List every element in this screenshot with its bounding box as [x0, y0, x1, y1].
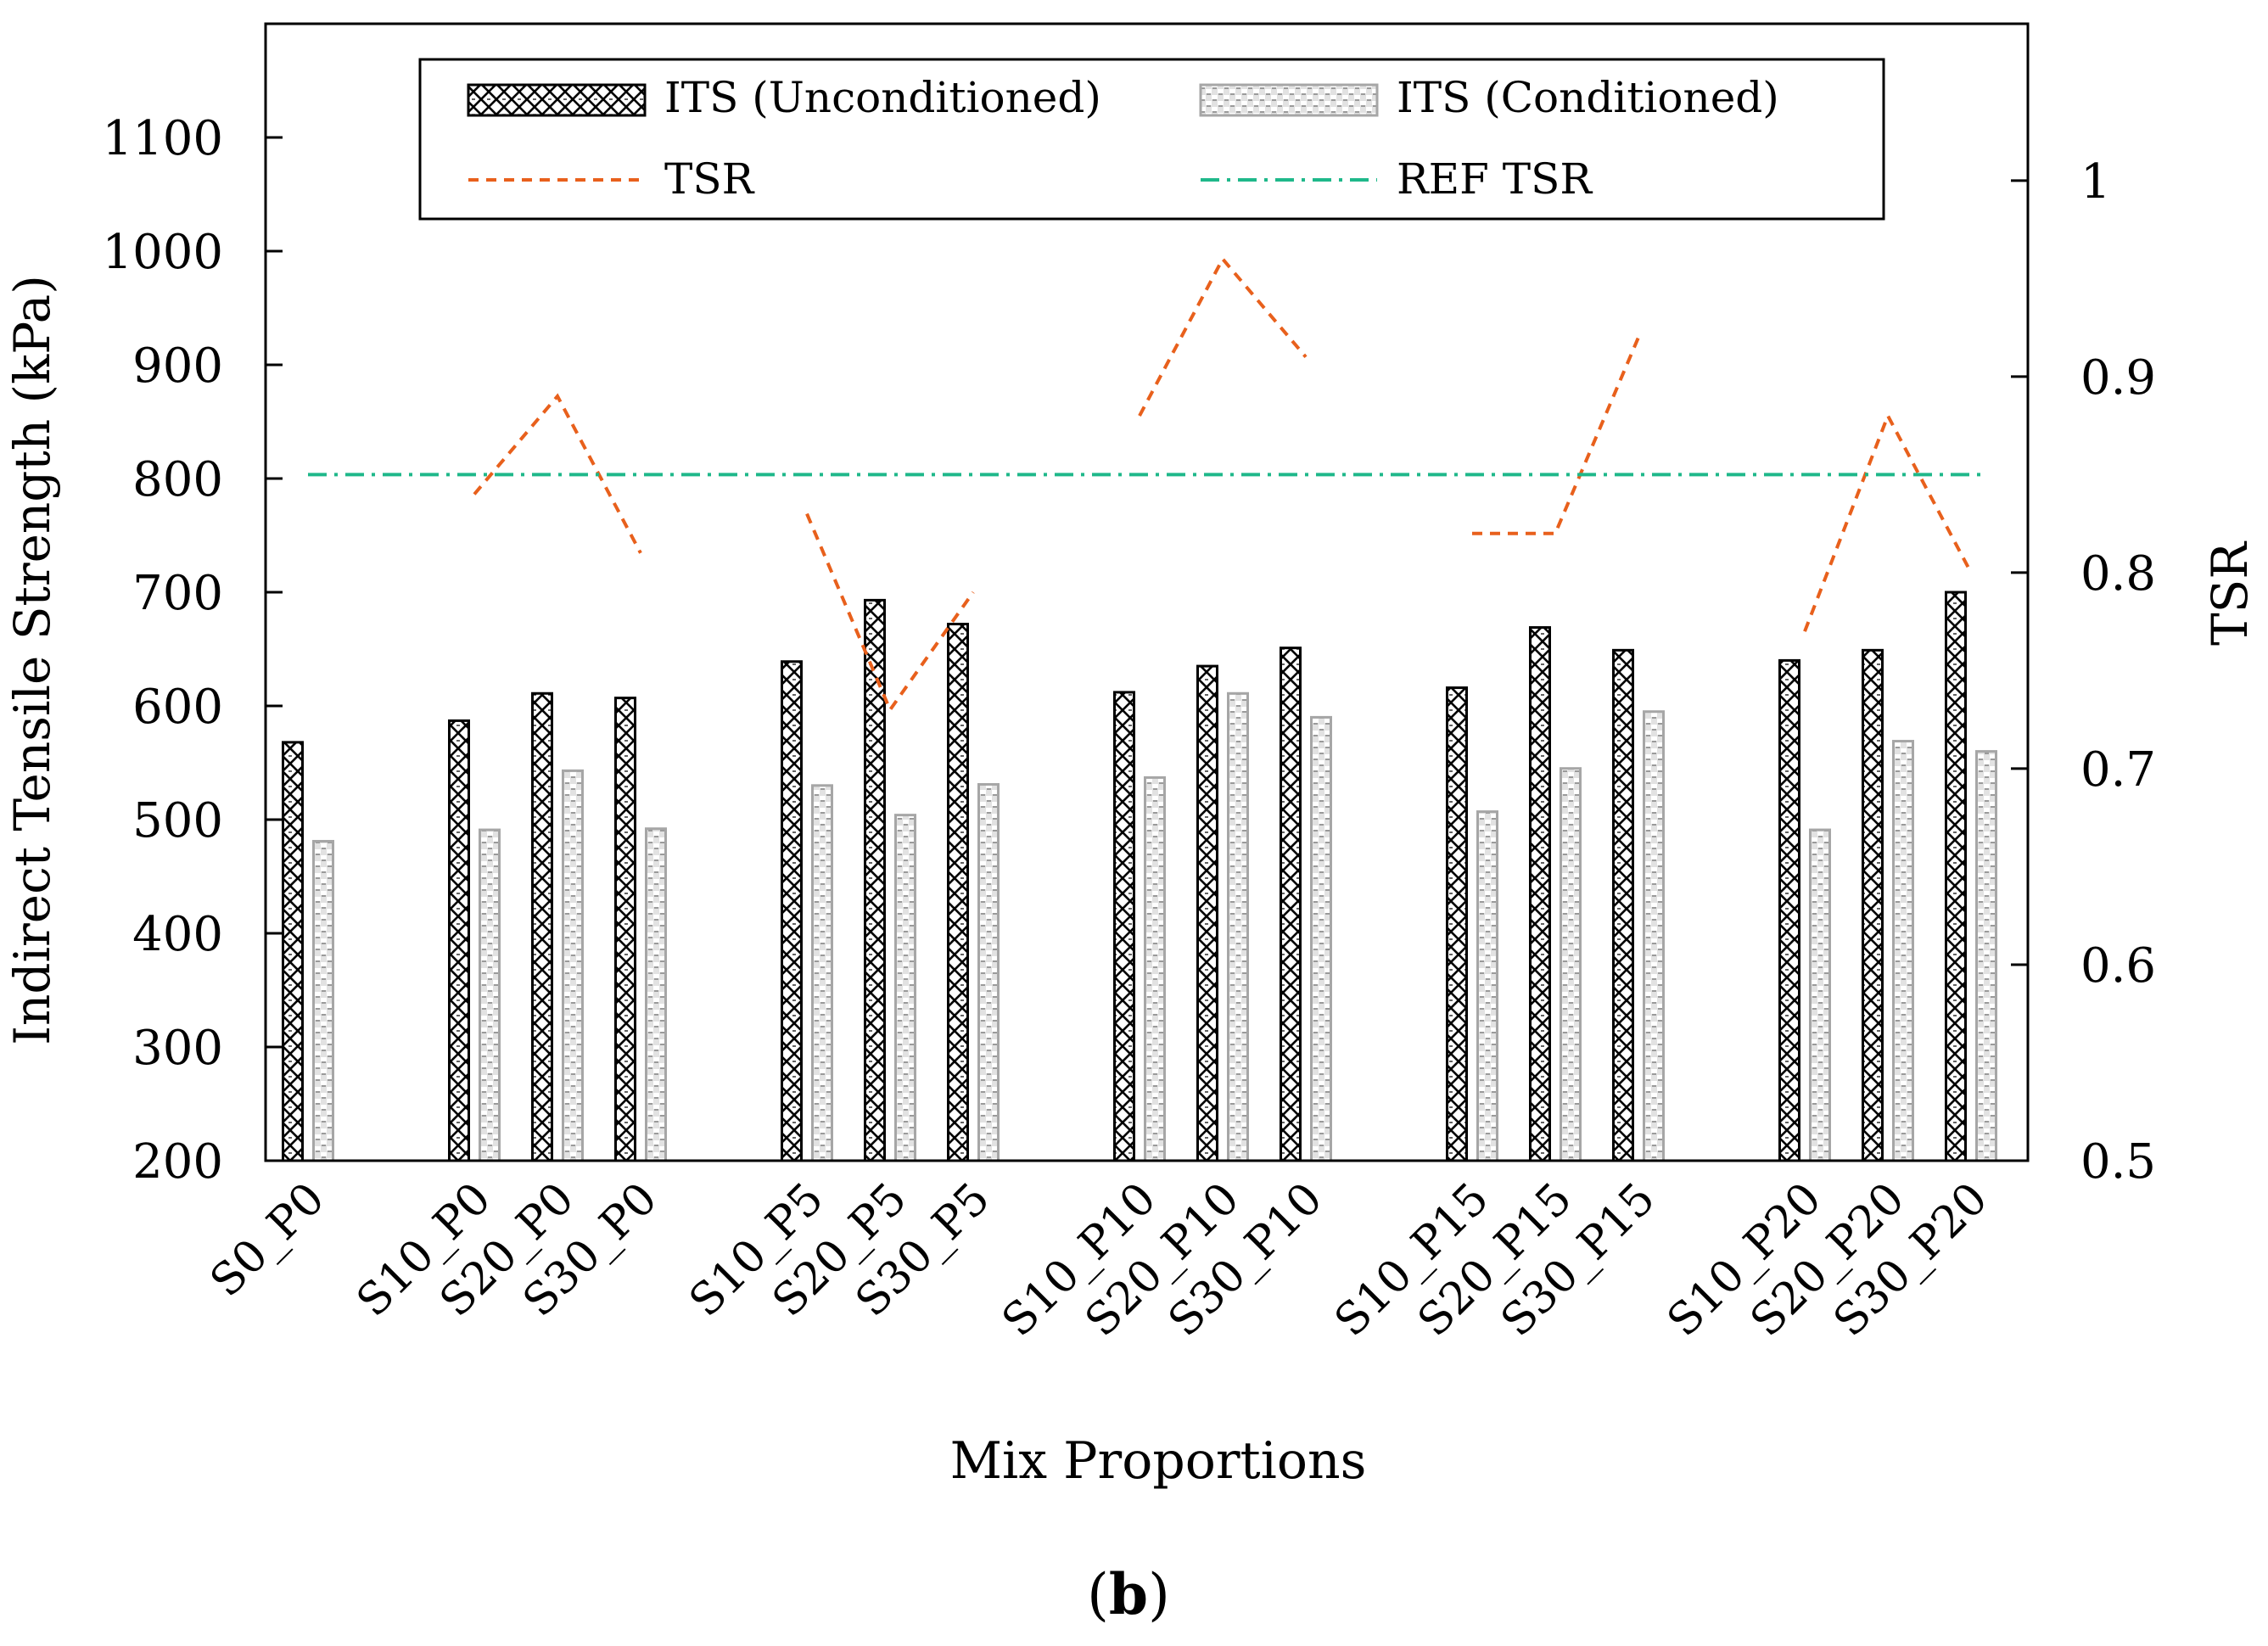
- legend-label-conditioned: ITS (Conditioned): [1397, 73, 1779, 122]
- y-tick-label: 300: [132, 1021, 223, 1076]
- bar-unconditioned: [1863, 650, 1883, 1161]
- tsr-line: [1140, 259, 1306, 416]
- legend-label-tsr: TSR: [664, 154, 755, 204]
- y-tick-label: 900: [132, 339, 223, 394]
- y2-tick-label: 0.5: [2080, 1134, 2156, 1190]
- bar-conditioned: [480, 830, 500, 1161]
- bar-unconditioned: [949, 624, 968, 1161]
- y2-tick-label: 0.9: [2080, 350, 2156, 406]
- x-tick-label: S0_P0: [201, 1173, 335, 1307]
- y2-tick-label: 0.8: [2080, 546, 2156, 602]
- y-tick-label: 400: [132, 907, 223, 962]
- bar-conditioned: [314, 841, 333, 1161]
- tsr-line: [1472, 338, 1638, 534]
- bar-conditioned: [1312, 717, 1331, 1161]
- bar-conditioned: [1478, 812, 1498, 1161]
- y2-tick-label: 0.6: [2080, 938, 2156, 994]
- bar-unconditioned: [865, 600, 885, 1161]
- bar-conditioned: [1145, 777, 1165, 1161]
- bar-conditioned: [979, 784, 999, 1161]
- y2-tick-label: 0.7: [2080, 742, 2156, 798]
- bar-conditioned: [813, 786, 832, 1161]
- y-tick-label: 1100: [102, 111, 223, 166]
- bars: [283, 592, 1996, 1161]
- bar-unconditioned: [533, 693, 552, 1161]
- bar-conditioned: [1977, 752, 1996, 1161]
- y2-axis-title: TSR: [2201, 540, 2259, 646]
- bar-conditioned: [1561, 769, 1581, 1161]
- legend-label-ref-tsr: REF TSR: [1397, 154, 1593, 204]
- bar-unconditioned: [1198, 666, 1218, 1161]
- bar-unconditioned: [1614, 650, 1633, 1161]
- bar-conditioned: [647, 829, 666, 1161]
- y2-tick-label: 1: [2080, 154, 2111, 210]
- bar-conditioned: [1811, 830, 1830, 1161]
- bar-unconditioned: [1448, 688, 1467, 1161]
- bar-unconditioned: [450, 720, 469, 1161]
- bar-conditioned: [1644, 712, 1664, 1161]
- y-tick-label: 200: [132, 1134, 223, 1190]
- legend-swatch-conditioned: [1201, 85, 1377, 115]
- bar-conditioned: [1229, 693, 1248, 1161]
- legend-swatch-unconditioned: [468, 85, 645, 115]
- lines: [308, 259, 1981, 710]
- bar-conditioned: [1894, 742, 1913, 1161]
- bar-unconditioned: [1281, 648, 1301, 1161]
- y-tick-label: 500: [132, 793, 223, 848]
- bar-unconditioned: [1531, 628, 1550, 1161]
- bar-unconditioned: [1115, 692, 1134, 1161]
- panel-label: (b): [1087, 1561, 1170, 1627]
- bar-unconditioned: [1780, 660, 1800, 1161]
- y-axis-title: Indirect Tensile Strength (kPa): [3, 275, 61, 1045]
- x-axis-title: Mix Proportions: [950, 1431, 1367, 1491]
- bar-unconditioned: [782, 662, 802, 1161]
- y-tick-label: 600: [132, 680, 223, 735]
- bar-conditioned: [896, 815, 916, 1161]
- y-tick-label: 1000: [102, 225, 223, 280]
- y-tick-label: 800: [132, 452, 223, 507]
- bar-unconditioned: [1946, 592, 1966, 1161]
- bar-unconditioned: [616, 698, 636, 1161]
- bar-unconditioned: [283, 742, 303, 1161]
- panel-label-letter: b: [1109, 1561, 1148, 1627]
- y-tick-label: 700: [132, 566, 223, 621]
- bar-conditioned: [563, 770, 583, 1161]
- legend-label-unconditioned: ITS (Unconditioned): [664, 73, 1101, 122]
- legend: ITS (Unconditioned) ITS (Conditioned) TS…: [420, 59, 1884, 219]
